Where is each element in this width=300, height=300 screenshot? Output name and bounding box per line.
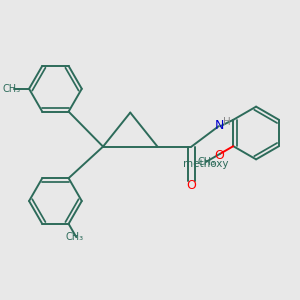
Text: O: O (214, 149, 224, 162)
Text: N: N (215, 119, 224, 132)
Text: CH₃: CH₃ (65, 232, 84, 242)
Text: methoxy: methoxy (183, 159, 229, 169)
Text: CH₃: CH₃ (3, 84, 21, 94)
Text: CH₃: CH₃ (198, 157, 216, 167)
Text: H: H (223, 117, 230, 127)
Text: O: O (187, 179, 196, 192)
